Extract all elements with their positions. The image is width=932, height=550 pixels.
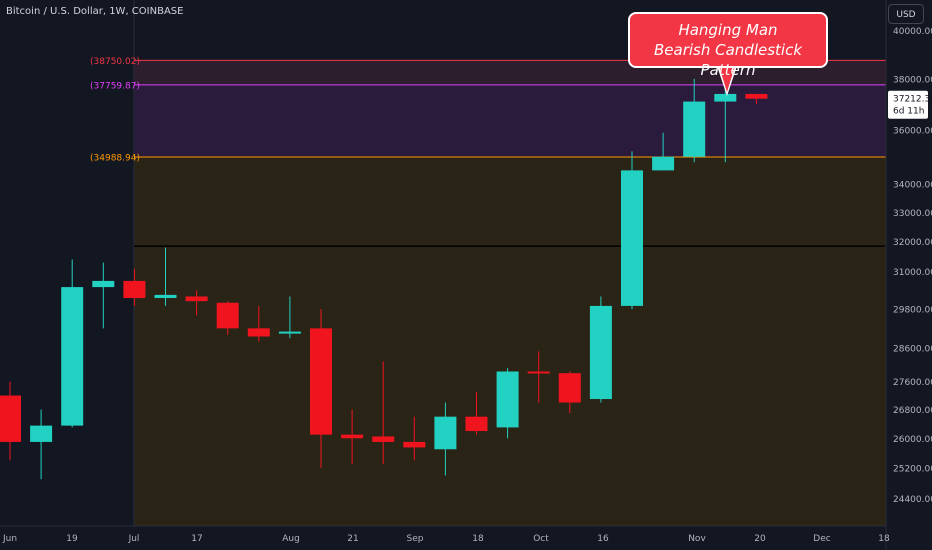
y-tick-label-13: 24400.00: [893, 495, 932, 505]
candle-body-10: [310, 328, 332, 435]
candle-body-6: [185, 296, 208, 302]
zone-2: [134, 157, 886, 526]
level-label-2: (34988.94): [90, 154, 140, 164]
candle-body-21: [652, 156, 675, 171]
level-label-1: (37759.87): [90, 81, 140, 91]
candle-body-18: [558, 373, 581, 403]
x-tick-label-10: Nov: [688, 534, 706, 544]
candle-body-8: [247, 328, 270, 337]
currency-button[interactable]: USD: [888, 4, 924, 24]
candle-body-7: [216, 302, 239, 329]
candle-body-24: [745, 93, 768, 99]
y-tick-label-10: 26800.00: [893, 406, 932, 416]
x-tick-label-13: 18: [878, 534, 890, 544]
x-tick-label-9: 16: [597, 534, 609, 544]
candle-body-14: [434, 416, 457, 450]
x-tick-label-4: Aug: [282, 534, 300, 544]
candle-body-9: [278, 331, 301, 334]
candle-body-13: [403, 441, 426, 448]
y-tick-label-6: 31000.00: [893, 268, 932, 278]
price-tag-value: 37212.37: [893, 95, 932, 105]
y-tick-label-12: 25200.00: [893, 464, 932, 474]
x-tick-label-7: 18: [472, 534, 484, 544]
y-tick-label-5: 32000.00: [893, 238, 932, 248]
x-tick-label-0: Jun: [2, 534, 17, 544]
y-tick-label-0: 40000.00: [893, 27, 932, 37]
chart-title: Bitcoin / U.S. Dollar, 1W, COINBASE: [6, 6, 184, 17]
y-tick-label-4: 33000.00: [893, 209, 932, 219]
y-tick-label-3: 34000.00: [893, 181, 932, 191]
x-tick-label-2: Jul: [128, 534, 140, 544]
zone-0: [134, 84, 886, 158]
candle-body-19: [589, 305, 612, 400]
callout-line-2: Bearish Candlestick Pattern: [653, 41, 803, 79]
callout-line-1: Hanging Man: [678, 21, 778, 39]
candle-body-15: [465, 416, 488, 432]
y-tick-label-7: 29800.00: [893, 306, 932, 316]
price-tag-countdown: 6d 11h: [893, 107, 924, 117]
candle-body-4: [123, 280, 146, 299]
candle-body-16: [496, 371, 519, 428]
y-tick-label-1: 38000.00: [893, 75, 932, 85]
x-tick-label-1: 19: [66, 534, 78, 544]
y-tick-label-9: 27600.00: [893, 378, 932, 388]
y-tick-label-8: 28600.00: [893, 345, 932, 355]
x-tick-label-12: Dec: [813, 534, 830, 544]
candle-body-23: [714, 93, 737, 102]
hanging-man-callout: Hanging Man Bearish Candlestick Pattern: [628, 12, 828, 79]
candle-body-12: [372, 436, 395, 442]
candle-body-3: [92, 280, 115, 288]
price-tag-box: [888, 90, 928, 119]
candle-body-1: [30, 425, 53, 442]
x-tick-label-6: Sep: [407, 534, 424, 544]
candle-body-20: [621, 170, 643, 306]
candle-body-17: [527, 371, 550, 374]
x-tick-label-5: 21: [347, 534, 358, 544]
x-tick-label-8: Oct: [533, 534, 549, 544]
x-tick-label-3: 17: [191, 534, 202, 544]
level-label-0: (38750.02): [90, 57, 140, 67]
x-tick-label-11: 20: [754, 534, 766, 544]
y-tick-label-11: 26000.00: [893, 435, 932, 445]
candle-body-2: [61, 287, 84, 426]
callout-tail: [719, 66, 735, 92]
candle-body-0: [0, 395, 21, 442]
candle-body-22: [683, 101, 706, 157]
y-tick-label-2: 36000.00: [893, 127, 932, 137]
candle-body-5: [154, 294, 177, 299]
candle-body-11: [341, 434, 364, 439]
